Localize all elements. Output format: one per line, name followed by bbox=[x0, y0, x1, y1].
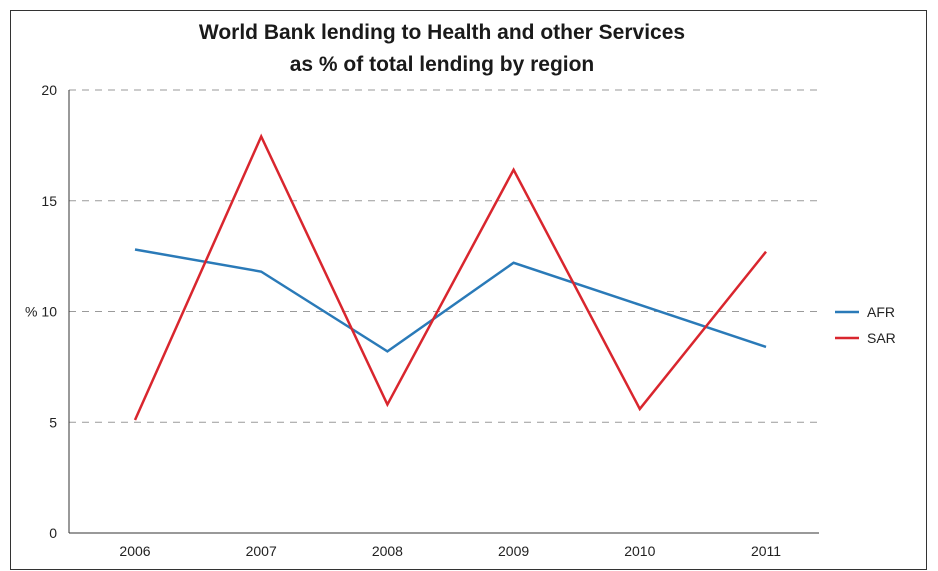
x-tick-label: 2006 bbox=[119, 543, 150, 559]
line-chart: World Bank lending to Health and other S… bbox=[11, 11, 928, 571]
x-tick-label: 2009 bbox=[498, 543, 529, 559]
series-line-sar bbox=[135, 137, 766, 421]
x-tick-label: 2007 bbox=[246, 543, 277, 559]
gridlines bbox=[69, 90, 819, 422]
y-tick-label: 0 bbox=[49, 525, 57, 541]
x-tick-label: 2008 bbox=[372, 543, 403, 559]
y-tick-label: 5 bbox=[49, 414, 57, 430]
chart-frame: World Bank lending to Health and other S… bbox=[10, 10, 927, 570]
series-line-afr bbox=[135, 249, 766, 351]
y-tick-label: 15 bbox=[41, 193, 57, 209]
y-tick-label: 20 bbox=[41, 82, 57, 98]
legend-label-sar: SAR bbox=[867, 330, 896, 346]
y-axis-label: % bbox=[25, 304, 37, 320]
y-tick-label: 10 bbox=[41, 304, 57, 320]
x-axis-ticks: 2006 2007 2008 2009 2010 2011 bbox=[119, 543, 781, 559]
chart-title-line-2: as % of total lending by region bbox=[290, 53, 595, 76]
legend-label-afr: AFR bbox=[867, 304, 895, 320]
y-axis-ticks: 0 5 10 15 20 bbox=[41, 82, 57, 541]
chart-title-line-1: World Bank lending to Health and other S… bbox=[199, 21, 685, 44]
data-series bbox=[135, 137, 766, 421]
x-tick-label: 2011 bbox=[751, 543, 781, 559]
x-tick-label: 2010 bbox=[624, 543, 655, 559]
legend: AFR SAR bbox=[835, 304, 896, 346]
